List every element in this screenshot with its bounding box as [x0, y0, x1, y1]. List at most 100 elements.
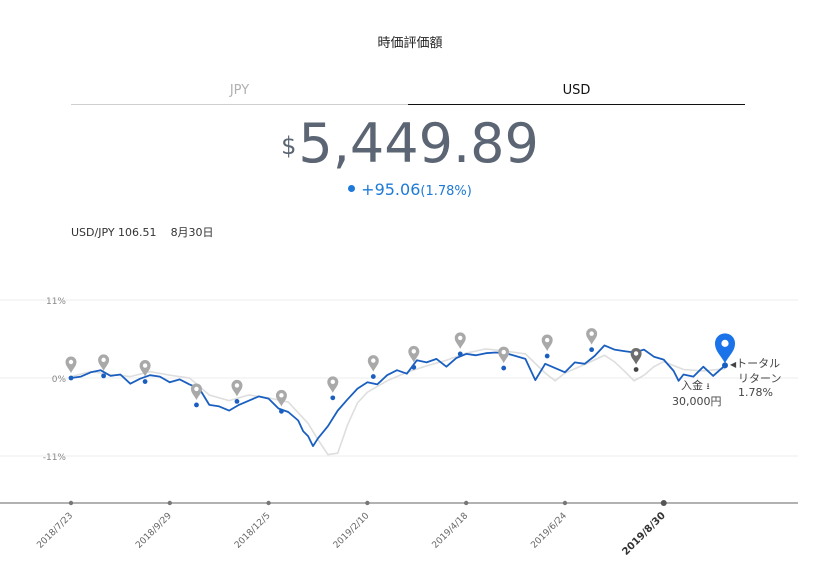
chart-grid: [0, 299, 798, 457]
point-dot: [279, 408, 284, 414]
pin-hole: [411, 349, 417, 354]
point-dot: [722, 362, 728, 369]
pin-hole: [330, 379, 335, 385]
pin-hole: [68, 359, 74, 365]
current-location-pin-icon[interactable]: [715, 333, 735, 369]
point-dot: [457, 351, 463, 357]
x-tick-dot: [660, 500, 667, 506]
pin-shape: [275, 389, 287, 407]
change-percent: (1.78%): [420, 184, 472, 199]
deposit-pin-icon[interactable]: [327, 376, 339, 401]
pin-hole: [544, 337, 550, 343]
currency-tabs: JPY USD: [71, 80, 745, 106]
pin-shape: [630, 347, 642, 365]
deposit-pin-icon[interactable]: [586, 328, 598, 353]
page-title: 時価評価額: [377, 36, 443, 51]
deposit-annotation: 入金 ⭳: [681, 379, 710, 394]
deposit-pin-icon[interactable]: [275, 389, 287, 414]
deposit-icon: ⭳: [706, 382, 710, 392]
pin-hole: [194, 386, 199, 392]
x-tick-label: 2019/2/10: [332, 511, 372, 551]
pin-hole: [234, 383, 240, 388]
total-return-annotation: ◀トータル リターン 1.78%: [730, 357, 781, 400]
amount-value: 5,449.89: [298, 112, 539, 175]
deposit-pin-icon[interactable]: [630, 347, 642, 372]
change-dot-icon: [348, 185, 356, 192]
tab-jpy[interactable]: JPY: [71, 80, 408, 105]
x-tick-dot: [365, 500, 370, 506]
point-dot: [544, 353, 550, 359]
pin-hole: [371, 358, 376, 363]
fx-rate: USD/JPY 106.51 8月30日: [71, 224, 214, 240]
pin-shape: [541, 334, 553, 352]
pin-hole: [101, 357, 106, 363]
change-value: +95.06: [361, 180, 421, 199]
benchmark-line: [70, 348, 726, 456]
pin-shape: [715, 333, 735, 364]
pin-shape: [139, 360, 151, 377]
valuation-amount: $5,449.89: [0, 112, 820, 175]
point-dot: [633, 367, 639, 372]
deposit-pin-icon[interactable]: [231, 379, 243, 404]
deposit-pin-icon[interactable]: [454, 332, 466, 357]
deposit-pin-icon[interactable]: [190, 383, 202, 408]
y-tick-label: -11%: [43, 453, 67, 463]
deposit-pin-icon[interactable]: [498, 346, 510, 371]
point-dot: [142, 379, 148, 384]
x-tick-dot: [463, 500, 469, 506]
x-tick-label: 2019/8/30: [620, 510, 667, 557]
x-tick-label: 2019/4/18: [431, 511, 471, 551]
pin-hole: [501, 349, 506, 355]
x-tick-label: 2018/7/23: [35, 511, 75, 551]
point-dot: [411, 364, 417, 370]
point-dot: [68, 375, 74, 381]
fx-pair-rate: USD/JPY 106.51: [71, 226, 157, 239]
y-tick-label: 11%: [46, 297, 66, 307]
pin-shape: [65, 356, 77, 373]
point-dot: [589, 347, 595, 353]
valuation-change: +95.06(1.78%): [0, 180, 820, 199]
pin-shape: [454, 332, 466, 349]
pin-hole: [279, 393, 284, 398]
x-tick-dot: [266, 500, 271, 506]
deposit-pin-icon[interactable]: [98, 354, 110, 379]
pin-shape: [408, 345, 420, 363]
point-dot: [101, 373, 107, 379]
deposit-pin-icon[interactable]: [408, 345, 420, 370]
deposit-label: 入金: [681, 379, 703, 392]
deposit-pin-icon[interactable]: [367, 355, 379, 379]
pin-shape: [586, 328, 598, 345]
pin-hole: [142, 363, 148, 368]
deposit-pin-icon[interactable]: [139, 360, 151, 384]
point-dot: [194, 402, 199, 408]
chart-markers: [65, 328, 735, 414]
valuation-chart[interactable]: 11%0%-11% 2018/7/23 2018/9/29 2018/12/5 201…: [0, 280, 820, 572]
pin-shape: [190, 383, 202, 400]
x-tick-label: 2018/9/29: [134, 511, 174, 551]
point-dot: [370, 374, 376, 379]
tab-usd[interactable]: USD: [408, 80, 745, 105]
pin-shape: [231, 379, 243, 397]
caret-left-icon: ◀: [730, 360, 737, 369]
point-dot: [234, 399, 240, 404]
deposit-amount: 30,000円: [672, 395, 722, 408]
point-dot: [330, 395, 336, 401]
deposit-pin-icon[interactable]: [65, 356, 77, 381]
pin-hole: [458, 335, 463, 341]
total-return-label-2: リターン: [738, 372, 782, 385]
fx-date: 8月30日: [170, 226, 214, 239]
pin-hole: [589, 331, 594, 336]
deposit-pin-icon[interactable]: [541, 334, 553, 359]
currency-symbol: $: [281, 132, 297, 160]
total-return-percent: 1.78%: [738, 386, 773, 399]
x-tick-dot: [562, 500, 568, 506]
x-axis-ticks: 2018/7/23 2018/9/29 2018/12/5 2019/2/10 2019…: [35, 500, 668, 558]
pin-shape: [327, 376, 339, 393]
y-tick-label: 0%: [52, 375, 67, 385]
pin-shape: [98, 354, 110, 371]
pin-hole: [721, 339, 729, 347]
portfolio-line: [70, 344, 726, 447]
point-dot: [501, 365, 507, 371]
x-tick-label: 2018/12/5: [233, 511, 273, 551]
pin-shape: [367, 355, 379, 372]
